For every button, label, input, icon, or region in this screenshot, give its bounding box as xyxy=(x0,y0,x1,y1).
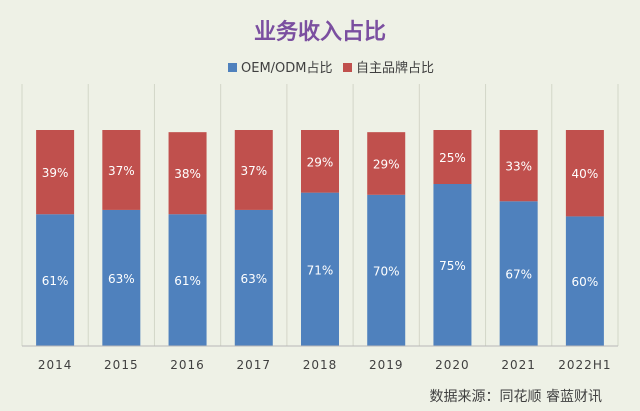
legend-label-own-brand: 自主品牌占比 xyxy=(356,60,434,76)
data-label-oem-odm-2017: 63% xyxy=(240,272,267,286)
grid-lines xyxy=(21,84,619,346)
data-label-own-brand-2019: 29% xyxy=(373,157,400,171)
bar-own-brand-2018 xyxy=(301,130,339,193)
bar-oem-odm-2017 xyxy=(234,209,273,346)
bar-oem-odm-2018 xyxy=(301,192,339,346)
data-label-own-brand-2015: 37% xyxy=(108,164,135,178)
chart-title: 业务收入占比 xyxy=(254,19,386,45)
bar-oem-odm-2014 xyxy=(36,214,75,346)
x-tick-label-2014: 2014 xyxy=(38,358,73,372)
data-label-own-brand-2020: 25% xyxy=(439,151,466,165)
bar-own-brand-2022H1 xyxy=(565,130,604,217)
bar-own-brand-2014 xyxy=(36,130,75,215)
bar-own-brand-2015 xyxy=(102,130,141,210)
bar-own-brand-2016 xyxy=(168,132,207,215)
bar-oem-odm-2021 xyxy=(499,201,538,346)
data-label-own-brand-2018: 29% xyxy=(307,155,334,169)
data-label-oem-odm-2015: 63% xyxy=(108,272,135,286)
data-label-oem-odm-2014: 61% xyxy=(42,274,69,288)
data-label-oem-odm-2019: 70% xyxy=(373,264,400,278)
data-label-oem-odm-2021: 67% xyxy=(505,268,532,282)
bar-oem-odm-2016 xyxy=(168,214,207,346)
legend-swatch-oem-odm xyxy=(228,63,237,72)
data-labels: 61% 39% 63% 37% 61% 38% 63% 37% 71% 29% 70% 29% 75% 2… xyxy=(42,151,598,289)
x-tick-label-2022H1: 2022H1 xyxy=(558,358,611,372)
bar-oem-odm-2020 xyxy=(433,184,472,346)
data-label-own-brand-2021: 33% xyxy=(505,160,532,174)
source-note: 数据来源：同花顺 睿蓝财讯 xyxy=(430,389,602,405)
data-label-own-brand-2014: 39% xyxy=(42,166,69,180)
legend-swatch-own-brand xyxy=(343,63,352,72)
x-tick-label-2015: 2015 xyxy=(104,358,139,372)
data-label-oem-odm-2016: 61% xyxy=(174,274,201,288)
x-tick-label-2021: 2021 xyxy=(501,358,536,372)
x-tick-label-2017: 2017 xyxy=(237,358,272,372)
data-label-own-brand-2016: 38% xyxy=(174,167,201,181)
x-tick-label-2020: 2020 xyxy=(435,358,470,372)
data-label-oem-odm-2020: 75% xyxy=(439,259,466,273)
data-label-oem-odm-2022H1: 60% xyxy=(572,275,599,289)
data-label-own-brand-2022H1: 40% xyxy=(572,167,599,181)
x-axis-tick-labels: 2014 2015 2016 2017 2018 2019 2020 2021 2022H1 xyxy=(38,358,611,372)
legend-label-oem-odm: OEM/ODM占比 xyxy=(241,61,333,76)
bar-oem-odm-2019 xyxy=(367,194,406,346)
legend: OEM/ODM占比 自主品牌占比 xyxy=(228,60,434,76)
bars xyxy=(36,130,604,346)
data-label-oem-odm-2018: 71% xyxy=(307,263,334,277)
x-tick-label-2016: 2016 xyxy=(170,358,205,372)
bar-oem-odm-2015 xyxy=(102,209,141,346)
bar-own-brand-2017 xyxy=(234,130,273,210)
bar-own-brand-2020 xyxy=(433,130,472,184)
x-tick-label-2019: 2019 xyxy=(369,358,404,372)
data-label-own-brand-2017: 37% xyxy=(240,164,267,178)
bar-own-brand-2019 xyxy=(367,132,406,195)
x-tick-label-2018: 2018 xyxy=(303,358,338,372)
bar-oem-odm-2022H1 xyxy=(565,216,604,346)
bar-own-brand-2021 xyxy=(499,130,538,202)
